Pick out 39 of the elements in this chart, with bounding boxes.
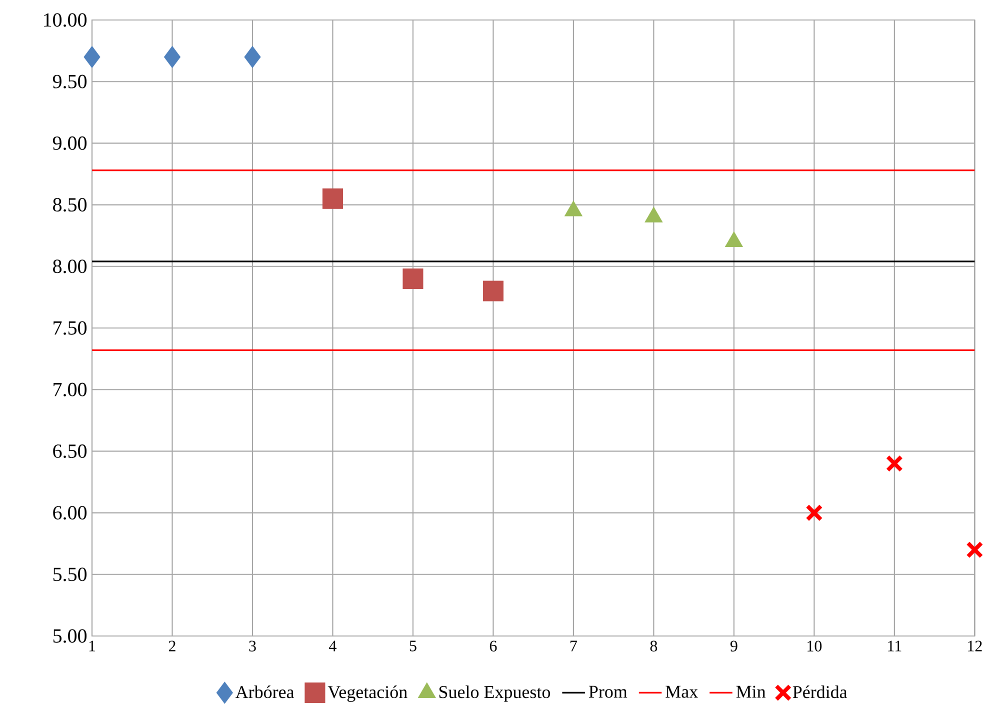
x-tick-label: 8 [650, 640, 658, 652]
legend-label: Vegetación [328, 685, 408, 702]
y-tick-label: 7.50 [54, 321, 87, 335]
y-tick-label: 6.00 [53, 506, 87, 520]
point [482, 280, 504, 302]
y-tick-label: 9.00 [52, 136, 87, 150]
x-tick-label: 6 [490, 640, 497, 652]
y-tick-label: 10.00 [44, 13, 87, 27]
x-tick-label: 2 [168, 640, 176, 652]
y-tick-label: 9.50 [52, 74, 87, 88]
legend-label: Suelo Expuesto [439, 685, 550, 702]
x-tick-label: 12 [968, 640, 982, 652]
point [322, 188, 343, 209]
y-tick-label: 7.00 [54, 382, 87, 396]
y-tick-label: 8.00 [53, 260, 87, 274]
point [806, 504, 823, 522]
point [886, 454, 904, 472]
point [966, 541, 984, 558]
y-tick-label: 6.50 [53, 444, 87, 458]
x-tick-label: 3 [249, 640, 256, 652]
y-tick-label: 5.00 [53, 629, 87, 643]
y-tick-label: 5.50 [53, 568, 87, 582]
point [402, 268, 424, 289]
x-tick-label: 7 [570, 640, 577, 652]
x-tick-label: 11 [888, 640, 902, 652]
point [164, 46, 181, 68]
point [84, 46, 100, 68]
legend-label: Max [666, 686, 698, 698]
y-tick-label: 8.50 [53, 198, 87, 212]
x-tick-label: 9 [730, 640, 738, 652]
legend-label: Arbórea [235, 685, 294, 698]
legend-label: Pérdida [792, 685, 848, 698]
legend-label: Prom [588, 686, 628, 698]
point [244, 46, 261, 68]
x-tick-label: 5 [410, 640, 416, 652]
x-tick-label: 10 [808, 640, 822, 652]
legend-label: Min [736, 686, 766, 698]
x-tick-label: 4 [329, 640, 336, 652]
x-tick-label: 1 [89, 640, 96, 652]
